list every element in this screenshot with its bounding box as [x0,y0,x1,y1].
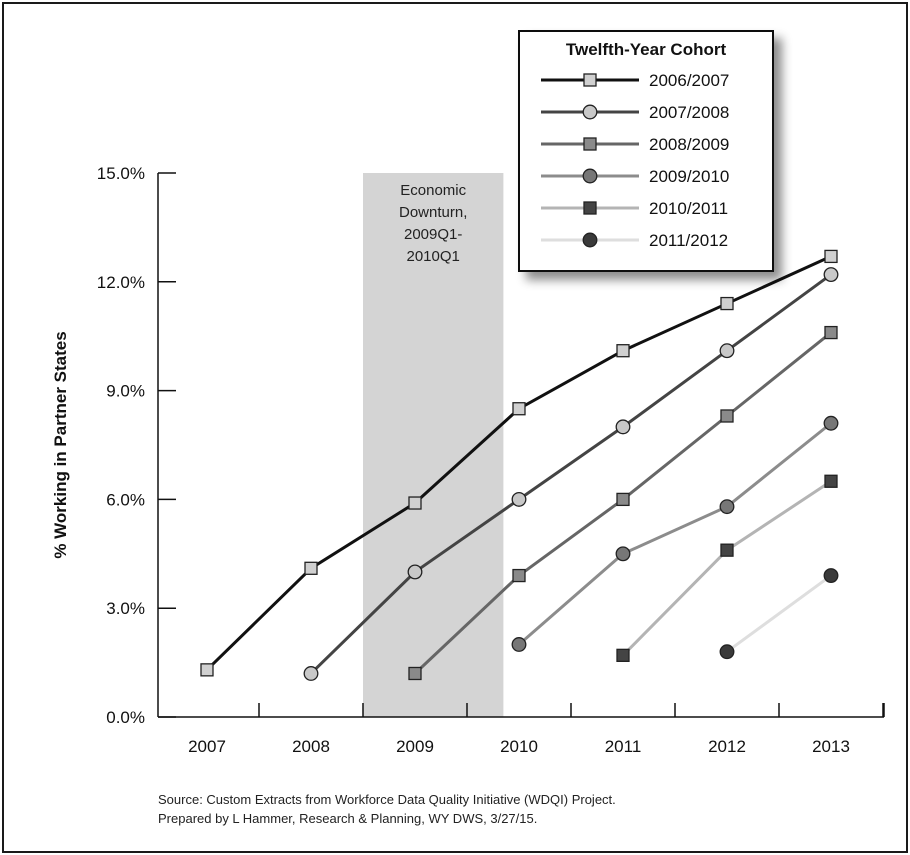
series-line [205,255,832,671]
source-line: Prepared by L Hammer, Research & Plannin… [158,811,537,826]
data-point [616,492,630,507]
y-tick-label: 9.0% [106,382,145,401]
series-2008-2009 [408,325,838,681]
data-point [408,496,422,510]
data-point [616,344,630,358]
axes: 0.0% 3.0% 6.0% 9.0% 12.0% 15.0% 2007 2008 2009 20… [51,164,885,756]
data-point [720,543,734,557]
x-tick-label: 2008 [292,737,330,756]
x-tick-label: 2009 [396,737,434,756]
legend-label: 2010/2011 [649,199,728,218]
legend-label: 2007/2008 [649,103,729,122]
legend-swatch-marker [582,232,598,248]
data-point [407,564,423,580]
legend-box [518,30,774,272]
series-line [518,422,832,646]
downturn-label-line: 2010Q1 [407,248,460,265]
data-point [615,419,631,435]
legend-item: 2006/2007 [541,71,729,90]
downturn-label-line: Downturn, [399,204,467,221]
data-point [720,409,734,423]
series-2010-2011 [616,474,838,662]
x-tick-label: 2011 [605,737,642,756]
data-point [512,568,526,583]
downturn-label-line: 2009Q1- [404,226,462,243]
source-line: Source: Custom Extracts from Workforce D… [158,792,616,807]
series-2007-2008 [303,267,839,681]
y-tick-label: 12.0% [97,273,145,292]
series-line [309,273,832,675]
legend-swatch-marker [583,137,597,151]
y-tick-label: 6.0% [106,490,145,509]
x-tick-label: 2010 [500,737,538,756]
data-point [824,474,838,488]
legend-item: 2010/2011 [541,199,728,218]
data-point [823,568,839,584]
y-axis-title: % Working in Partner States [51,331,70,558]
data-point [616,648,630,662]
downturn-label: Economic Downturn, 2009Q1- 2010Q1 [399,182,467,265]
legend-item: 2008/2009 [541,135,729,154]
data-point [511,637,527,652]
downturn-label-line: Economic [400,182,466,199]
legend-swatch-marker [582,104,598,120]
data-point [719,343,735,359]
series-group [200,249,839,681]
data-point [511,491,527,507]
x-tick-label: 2007 [188,737,226,756]
data-point [615,546,631,562]
legend-title: Twelfth-Year Cohort [566,40,727,59]
source-note: Source: Custom Extracts from Workforce D… [158,792,616,826]
series-2011-2012 [719,568,839,660]
data-point [823,267,839,282]
legend-label: 2009/2010 [649,167,729,186]
legend-item: 2009/2010 [541,167,729,186]
y-tick-label: 15.0% [97,164,145,183]
legend-label: 2011/2012 [649,231,728,250]
legend-label: 2006/2007 [649,71,729,90]
y-tick-label: 0.0% [106,708,145,727]
data-point [823,415,839,431]
data-point [720,296,734,311]
data-point [304,561,318,575]
data-point [303,666,319,681]
data-point [408,666,422,681]
legend-item: 2007/2008 [541,103,729,122]
x-tick-label: 2012 [708,737,746,756]
data-point [200,663,214,677]
legend: Twelfth-Year Cohort 2006/2007 2007/2008 200… [518,30,774,272]
x-tick-label: 2013 [812,737,850,756]
legend-label: 2008/2009 [649,135,729,154]
series-2006-2007 [200,249,838,677]
downturn-band-group: Economic Downturn, 2009Q1- 2010Q1 [363,173,504,717]
data-point [512,402,526,416]
legend-swatch-marker [583,201,597,215]
data-point [719,644,735,660]
legend-swatch-marker [582,168,598,184]
data-point [824,249,838,264]
data-point [824,325,838,340]
series-line [726,574,832,653]
series-2009-2010 [511,415,839,652]
legend-item: 2011/2012 [541,231,728,250]
data-point [719,499,735,515]
legend-swatch-marker [583,73,597,87]
y-tick-label: 3.0% [106,599,145,618]
